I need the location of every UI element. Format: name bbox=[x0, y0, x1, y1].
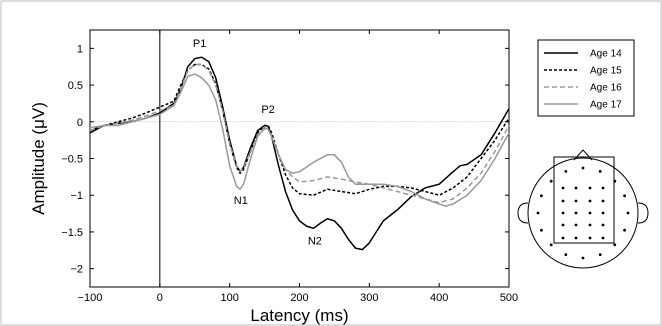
y-tick-label: −1 bbox=[70, 190, 83, 202]
right-ear bbox=[637, 202, 649, 224]
electrode-dot bbox=[574, 223, 578, 227]
electrode-dot bbox=[574, 199, 578, 203]
electrode-dot bbox=[549, 243, 553, 247]
electrode-dot bbox=[588, 186, 592, 190]
electrode-dot bbox=[549, 179, 553, 183]
electrode-dot bbox=[626, 211, 630, 215]
electrode-dot bbox=[564, 253, 568, 256]
electrode-dot bbox=[540, 228, 543, 232]
x-tick-label: 100 bbox=[220, 292, 238, 304]
legend-label-1: Age 14 bbox=[590, 49, 622, 60]
series-line-2 bbox=[89, 63, 510, 196]
x-tick-label: −100 bbox=[78, 292, 103, 304]
legend: Age 14 Age 15 Age 16 Age 17 bbox=[537, 39, 635, 117]
electrode-dot bbox=[574, 211, 578, 215]
y-tick-label: −2 bbox=[70, 264, 83, 276]
electrode-dot bbox=[574, 236, 578, 240]
electrode-dot bbox=[581, 256, 585, 260]
x-tick-label: 300 bbox=[360, 292, 378, 304]
y-tick-label: 0.5 bbox=[68, 80, 83, 92]
electrode-dot bbox=[588, 223, 592, 227]
annotation-p1: P1 bbox=[193, 38, 206, 50]
electrode-dot bbox=[588, 236, 592, 240]
annotation-p2: P2 bbox=[261, 104, 274, 116]
electrode-dot bbox=[540, 194, 543, 198]
electrode-dot bbox=[601, 211, 605, 215]
legend-label-3: Age 16 bbox=[590, 83, 622, 94]
electrode-dot bbox=[598, 170, 602, 173]
x-tick-label: 200 bbox=[290, 292, 308, 304]
head-outline bbox=[527, 157, 639, 269]
y-tick-label: 0 bbox=[77, 117, 83, 129]
electrode-dot bbox=[623, 194, 626, 198]
electrode-dot bbox=[561, 223, 565, 227]
x-tick-label: 0 bbox=[157, 292, 163, 304]
electrode-dot bbox=[601, 186, 605, 190]
electrode-dot bbox=[561, 236, 565, 240]
electrode-dot bbox=[601, 236, 605, 240]
electrode-dot bbox=[613, 243, 617, 247]
series-line-3 bbox=[89, 63, 510, 204]
legend-label-2: Age 15 bbox=[590, 66, 622, 77]
electrode-dot bbox=[561, 186, 565, 190]
x-tick-label: 500 bbox=[500, 292, 518, 304]
annotation-n2: N2 bbox=[308, 235, 322, 247]
electrode-dot bbox=[574, 186, 578, 190]
x-axis-label: Latency (ms) bbox=[250, 306, 348, 325]
electrode-dot bbox=[601, 199, 605, 203]
electrode-map bbox=[517, 149, 649, 269]
y-tick-label: −1.5 bbox=[61, 227, 83, 239]
left-ear bbox=[517, 202, 529, 224]
series-line-4 bbox=[89, 73, 510, 207]
electrode-dot bbox=[588, 211, 592, 215]
y-tick-label: −0.5 bbox=[61, 154, 83, 166]
electrode-dot bbox=[613, 179, 617, 183]
series-line-1 bbox=[89, 56, 510, 251]
electrode-dot bbox=[623, 228, 626, 232]
annotation-n1: N1 bbox=[234, 195, 248, 207]
legend-label-4: Age 17 bbox=[590, 100, 622, 111]
electrode-dot bbox=[561, 211, 565, 215]
electrode-dot bbox=[536, 211, 540, 215]
plot-frame bbox=[89, 29, 510, 288]
electrode-dot bbox=[561, 199, 565, 203]
electrode-dot bbox=[601, 223, 605, 227]
electrode-dot bbox=[588, 199, 592, 203]
electrode-dot bbox=[581, 166, 585, 170]
region-box bbox=[553, 156, 615, 244]
y-axis-label: Amplitude (μV) bbox=[29, 102, 48, 215]
electrode-dot bbox=[564, 170, 568, 173]
plot-area: −100 0 100 200 300 400 500 −2 −1.5 −1 −0.5 0 0.5 1 Lat… bbox=[29, 29, 518, 325]
x-tick-label: 400 bbox=[430, 292, 448, 304]
y-tick-label: 1 bbox=[77, 43, 83, 55]
electrode-dot bbox=[598, 253, 602, 256]
